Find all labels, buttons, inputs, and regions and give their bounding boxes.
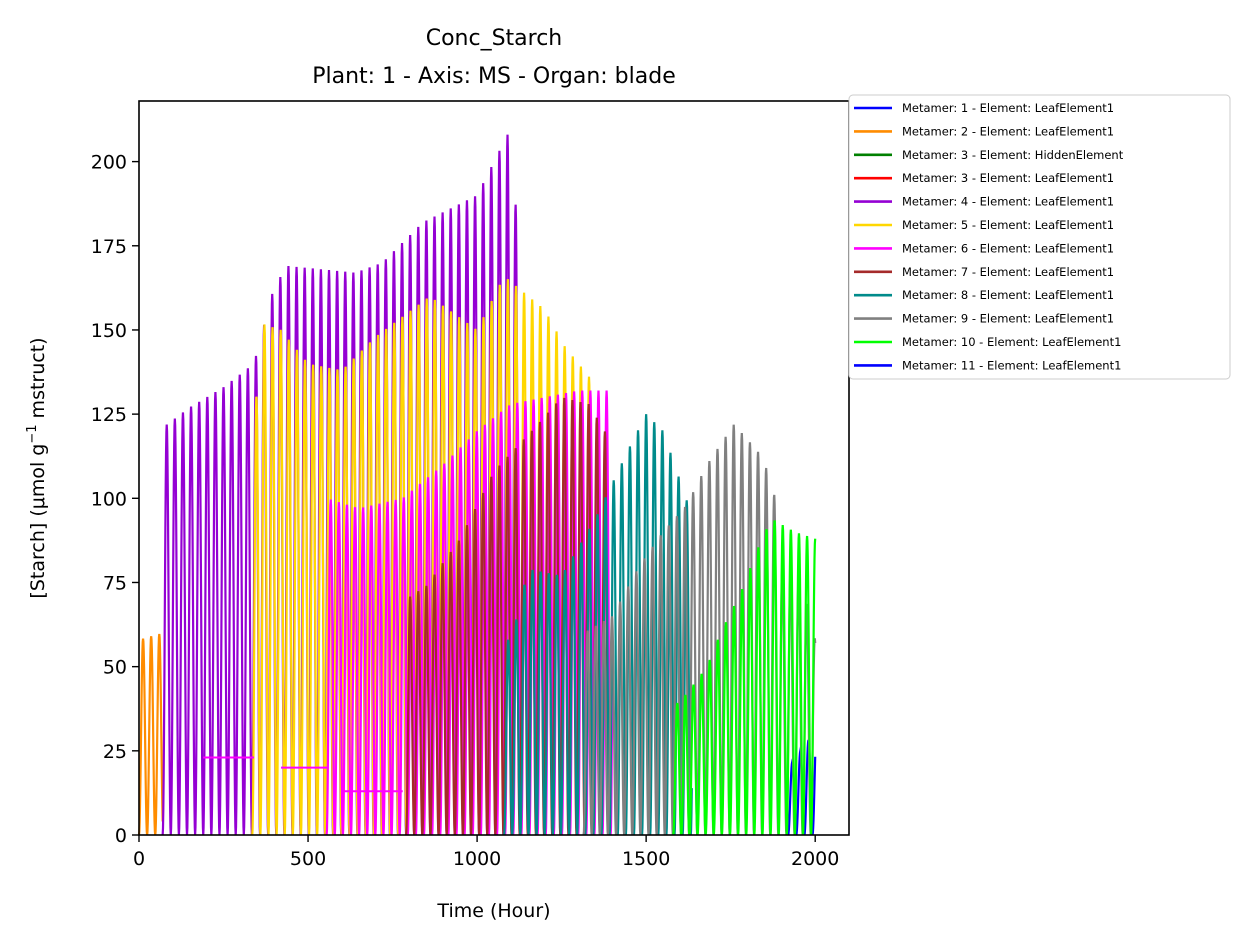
y-tick-label: 100 bbox=[91, 488, 127, 510]
x-tick-label: 500 bbox=[290, 848, 326, 870]
chart-subtitle: Plant: 1 - Axis: MS - Organ: blade bbox=[312, 64, 676, 89]
series-line-metamer-8-element-leafelement1 bbox=[503, 414, 693, 836]
y-axis-label-main: [Starch] (μmol g bbox=[27, 444, 49, 599]
chart-title: Conc_Starch bbox=[426, 26, 563, 51]
plot-baselines-group bbox=[203, 756, 403, 793]
legend-label-3: Metamer: 3 - Element: HiddenElement bbox=[902, 148, 1124, 162]
x-tick-label: 2000 bbox=[791, 848, 839, 870]
legend-label-7: Metamer: 6 - Element: LeafElement1 bbox=[902, 241, 1114, 255]
y-tick-label: 150 bbox=[91, 320, 127, 342]
x-tick-label: 1500 bbox=[622, 848, 670, 870]
x-tick-label: 0 bbox=[133, 848, 145, 870]
y-tick-label: 175 bbox=[91, 236, 127, 258]
legend-frame bbox=[848, 94, 1231, 380]
y-axis-label: [Starch] (μmol g−1 mstruct) bbox=[25, 337, 49, 598]
legend-items: Metamer: 1 - Element: LeafElement1 Metame… bbox=[854, 101, 1124, 372]
x-tick-label: 1000 bbox=[453, 848, 501, 870]
y-tick-label: 200 bbox=[91, 152, 127, 174]
legend-label-9: Metamer: 8 - Element: LeafElement1 bbox=[902, 288, 1114, 302]
legend-label-6: Metamer: 5 - Element: LeafElement1 bbox=[902, 218, 1114, 232]
series-line-metamer-2-element-leafelement1 bbox=[137, 633, 164, 836]
legend-label-8: Metamer: 7 - Element: LeafElement1 bbox=[902, 265, 1114, 279]
y-tick-label: 75 bbox=[103, 572, 127, 594]
y-tick-label: 125 bbox=[91, 404, 127, 426]
legend-label-4: Metamer: 3 - Element: LeafElement1 bbox=[902, 171, 1114, 185]
series-line-metamer-10-element-leafelement1 bbox=[672, 520, 817, 836]
y-axis-ticks: 0 25 50 75 100 125 150 175 200 bbox=[91, 152, 139, 847]
plot-series-group bbox=[137, 134, 817, 836]
y-axis-label-tail: mstruct) bbox=[27, 337, 49, 424]
legend-label-12: Metamer: 11 - Element: LeafElement1 bbox=[902, 358, 1121, 372]
legend: Metamer: 1 - Element: LeafElement1 Metame… bbox=[848, 94, 1231, 380]
legend-label-10: Metamer: 9 - Element: LeafElement1 bbox=[902, 312, 1114, 326]
plot-frame bbox=[138, 100, 850, 836]
legend-label-5: Metamer: 4 - Element: LeafElement1 bbox=[902, 195, 1114, 209]
y-tick-label: 25 bbox=[103, 741, 127, 763]
legend-label-1: Metamer: 1 - Element: LeafElement1 bbox=[902, 101, 1114, 115]
y-tick-label: 0 bbox=[115, 825, 127, 847]
x-axis-ticks: 0 500 1000 1500 2000 bbox=[133, 835, 839, 870]
legend-label-11: Metamer: 10 - Element: LeafElement1 bbox=[902, 335, 1121, 349]
x-axis-label: Time (Hour) bbox=[436, 900, 550, 922]
y-tick-label: 50 bbox=[103, 657, 127, 679]
legend-label-2: Metamer: 2 - Element: LeafElement1 bbox=[902, 124, 1114, 138]
y-axis-label-superscript: −1 bbox=[25, 424, 40, 443]
